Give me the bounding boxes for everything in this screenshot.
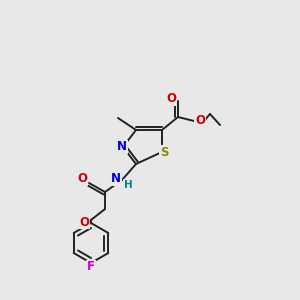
Text: F: F xyxy=(87,260,95,274)
Text: N: N xyxy=(111,172,121,185)
Text: H: H xyxy=(124,180,132,190)
Text: O: O xyxy=(79,215,89,229)
Text: N: N xyxy=(117,140,127,154)
Text: O: O xyxy=(195,113,205,127)
Text: O: O xyxy=(77,172,87,185)
Text: S: S xyxy=(160,146,168,158)
Text: O: O xyxy=(166,92,176,106)
